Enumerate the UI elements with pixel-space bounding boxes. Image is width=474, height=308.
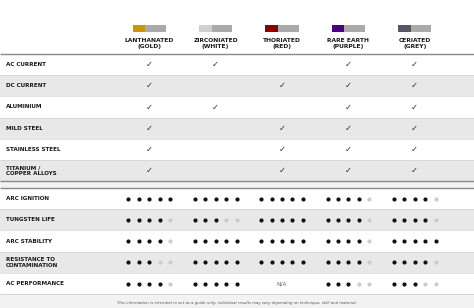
Bar bbox=[0, 160, 474, 181]
Text: TITANIUM /
COPPER ALLOYS: TITANIUM / COPPER ALLOYS bbox=[6, 165, 57, 176]
Bar bbox=[0, 139, 474, 160]
Bar bbox=[278, 25, 299, 32]
Text: RESISTANCE TO
CONTAMINATION: RESISTANCE TO CONTAMINATION bbox=[6, 257, 58, 268]
Text: ✓: ✓ bbox=[411, 81, 418, 90]
Text: LANTHANATED
(GOLD): LANTHANATED (GOLD) bbox=[125, 38, 174, 49]
Text: MILD STEEL: MILD STEEL bbox=[6, 126, 43, 131]
Text: ✓: ✓ bbox=[146, 166, 153, 175]
Text: ✓: ✓ bbox=[411, 166, 418, 175]
Bar bbox=[265, 25, 278, 32]
Text: ✓: ✓ bbox=[279, 81, 285, 90]
Text: ✓: ✓ bbox=[345, 103, 352, 111]
Bar bbox=[0, 75, 474, 96]
Text: ARC IGNITION: ARC IGNITION bbox=[6, 196, 49, 201]
Bar bbox=[0, 0, 474, 54]
Text: ✓: ✓ bbox=[411, 145, 418, 154]
Bar bbox=[199, 25, 212, 32]
Text: ✓: ✓ bbox=[411, 124, 418, 133]
Text: ✓: ✓ bbox=[212, 103, 219, 111]
Text: THORIATED
(RED): THORIATED (RED) bbox=[263, 38, 301, 49]
Bar bbox=[0, 230, 474, 252]
Text: ✓: ✓ bbox=[345, 166, 352, 175]
Text: ✓: ✓ bbox=[345, 81, 352, 90]
Bar bbox=[332, 25, 345, 32]
Bar bbox=[0, 118, 474, 139]
Text: ✓: ✓ bbox=[279, 166, 285, 175]
Bar bbox=[398, 25, 411, 32]
Text: ✓: ✓ bbox=[411, 103, 418, 111]
Text: CERIATED
(GREY): CERIATED (GREY) bbox=[399, 38, 431, 49]
Bar bbox=[0, 252, 474, 273]
Text: DC CURRENT: DC CURRENT bbox=[6, 83, 46, 88]
Bar bbox=[345, 25, 365, 32]
Text: TUNGSTEN LIFE: TUNGSTEN LIFE bbox=[6, 217, 55, 222]
Text: ✓: ✓ bbox=[345, 124, 352, 133]
Bar bbox=[0, 96, 474, 118]
Text: RARE EARTH
(PURPLE): RARE EARTH (PURPLE) bbox=[328, 38, 369, 49]
Bar bbox=[212, 25, 232, 32]
Bar bbox=[411, 25, 431, 32]
Text: ✓: ✓ bbox=[146, 60, 153, 69]
Bar bbox=[133, 25, 146, 32]
Text: ✓: ✓ bbox=[212, 60, 219, 69]
Text: ✓: ✓ bbox=[146, 124, 153, 133]
Text: AC CURRENT: AC CURRENT bbox=[6, 62, 46, 67]
Bar bbox=[0, 181, 474, 188]
Text: ✓: ✓ bbox=[411, 60, 418, 69]
Text: ✓: ✓ bbox=[146, 103, 153, 111]
Bar bbox=[0, 273, 474, 294]
Text: ✓: ✓ bbox=[146, 81, 153, 90]
Text: ✓: ✓ bbox=[146, 145, 153, 154]
Text: N/A: N/A bbox=[277, 281, 287, 286]
Text: ✓: ✓ bbox=[345, 145, 352, 154]
Text: ARC STABILITY: ARC STABILITY bbox=[6, 239, 52, 244]
Text: ✓: ✓ bbox=[345, 60, 352, 69]
Bar bbox=[0, 54, 474, 75]
Bar bbox=[146, 25, 166, 32]
Text: ALUMINIUM: ALUMINIUM bbox=[6, 104, 43, 109]
Bar bbox=[0, 209, 474, 230]
Text: This information is intended to act as a guide only, individual results may vary: This information is intended to act as a… bbox=[117, 301, 357, 305]
Text: ZIRCONIATED
(WHITE): ZIRCONIATED (WHITE) bbox=[193, 38, 238, 49]
Text: ✓: ✓ bbox=[279, 124, 285, 133]
Text: AC PERFORMANCE: AC PERFORMANCE bbox=[6, 281, 64, 286]
Text: ✓: ✓ bbox=[279, 145, 285, 154]
Text: STAINLESS STEEL: STAINLESS STEEL bbox=[6, 147, 61, 152]
Bar bbox=[0, 188, 474, 209]
